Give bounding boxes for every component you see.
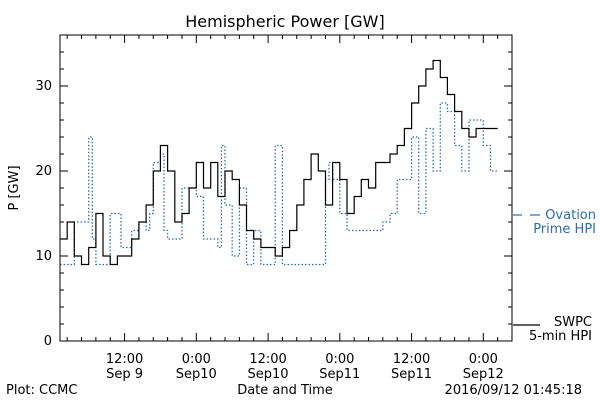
x-tick-time-label: 0:00 — [182, 352, 211, 367]
legend-label-swpc: 5-min HPI — [529, 329, 592, 344]
x-tick-date-label: Sep10 — [176, 367, 217, 382]
x-tick-time-label: 0:00 — [469, 352, 498, 367]
series-layer — [60, 59, 498, 266]
series-line-ovation-prime — [60, 102, 498, 266]
legend-label-swpc: SWPC — [554, 315, 592, 330]
legend-label-ovation-prime: Ovation — [545, 208, 596, 223]
plot-frame — [59, 34, 513, 342]
x-tick-time-label: 12:00 — [106, 352, 143, 367]
x-axis-label: Date and Time — [237, 383, 333, 398]
x-tick-date-label: Sep11 — [391, 367, 432, 382]
chart-title: Hemispheric Power [GW] — [185, 12, 384, 31]
x-tick-time-label: 12:00 — [249, 352, 286, 367]
y-tick-label: 0 — [44, 334, 52, 349]
x-tick-date-label: Sep12 — [463, 367, 504, 382]
y-tick-label: 30 — [35, 79, 52, 94]
plot-source-label: Plot: CCMC — [6, 383, 77, 398]
y-tick-label: 10 — [35, 249, 52, 264]
plot-timestamp: 2016/09/12 01:45:18 — [445, 383, 582, 398]
x-tick-date-label: Sep10 — [248, 367, 289, 382]
x-tick-date-label: Sep11 — [319, 367, 360, 382]
x-tick-date-label: Sep 9 — [106, 367, 143, 382]
y-tick-label: 20 — [35, 164, 52, 179]
legend-label-ovation-prime: Prime HPI — [533, 222, 596, 237]
x-tick-time-label: 0:00 — [325, 352, 354, 367]
y-axis-label: P [GW] — [7, 165, 22, 210]
x-tick-time-label: 12:00 — [393, 352, 430, 367]
series-line-swpc — [60, 59, 498, 266]
